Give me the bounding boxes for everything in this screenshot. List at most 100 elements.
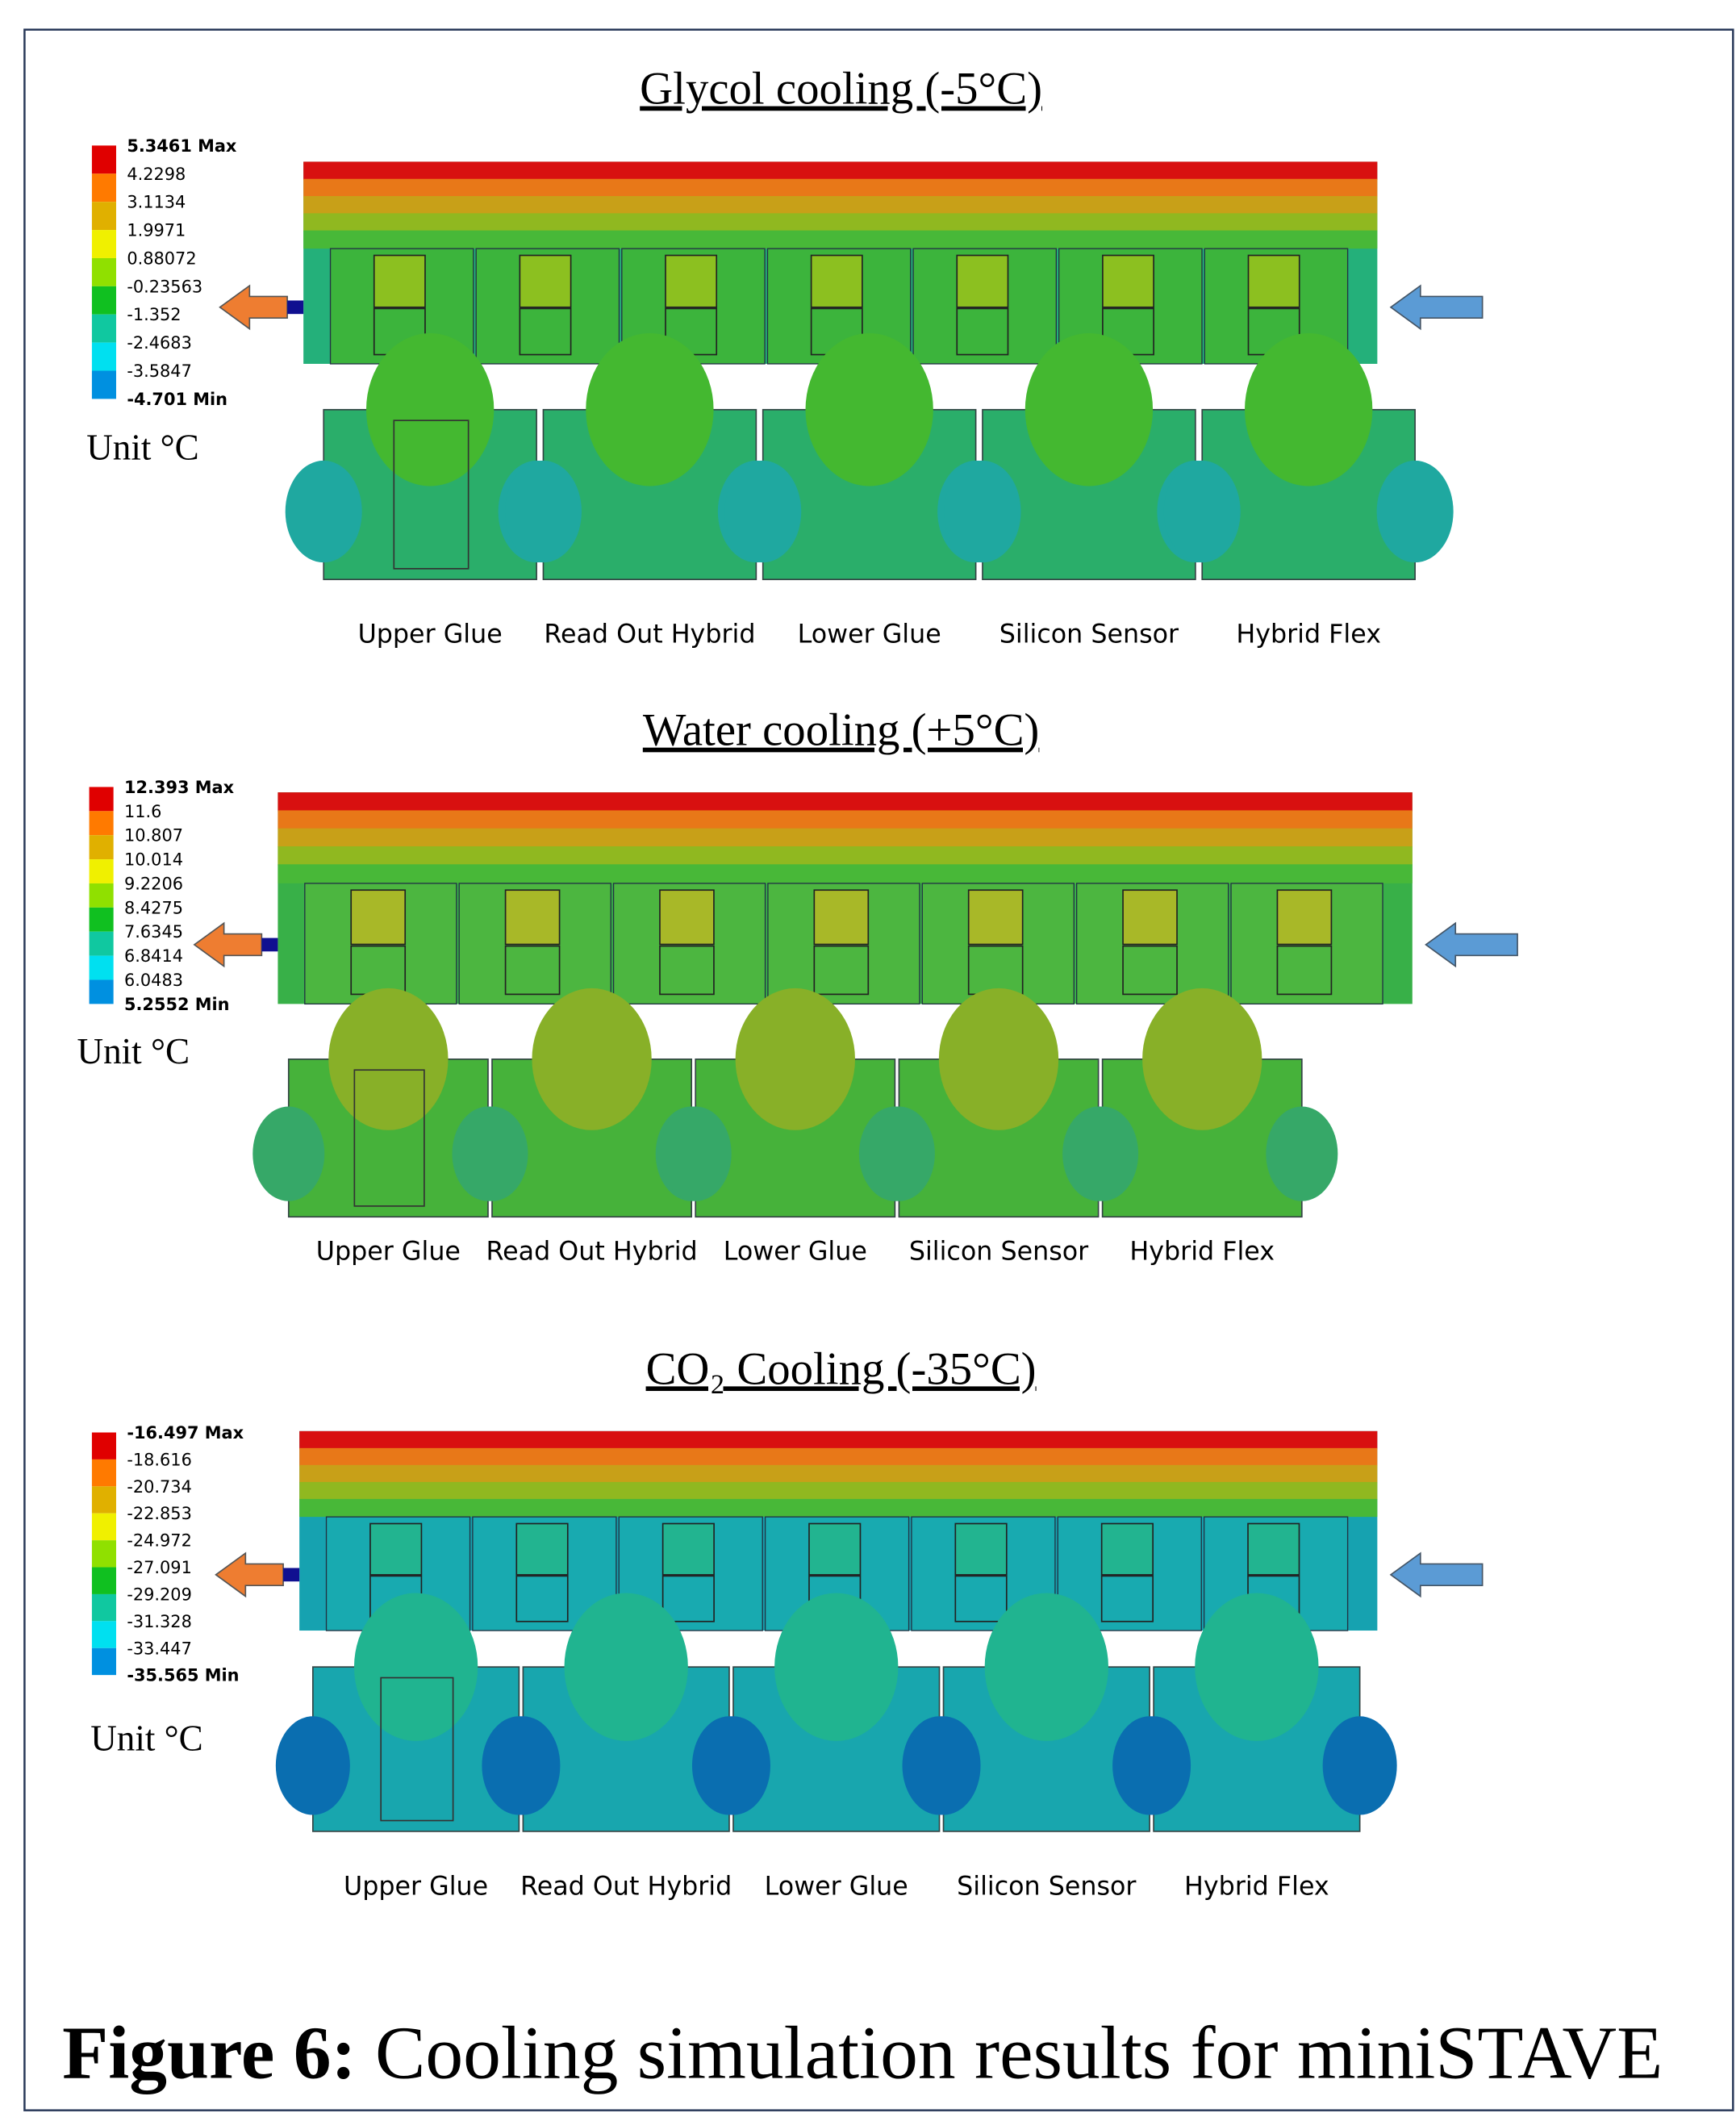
stave-band: [299, 1482, 1377, 1500]
legend-label: -2.4683: [127, 333, 192, 353]
panel-title: Water cooling (+5°C): [643, 705, 1040, 756]
stave-band: [278, 792, 1412, 812]
legend-swatch: [92, 1514, 116, 1540]
stave-band: [303, 231, 1377, 249]
part-map-zone: [660, 1106, 732, 1201]
chip: [957, 308, 1008, 354]
legend-label: 6.0483: [124, 971, 183, 990]
chip: [374, 256, 425, 307]
chip: [1102, 1576, 1153, 1621]
chip: [520, 256, 570, 307]
legend-label: -33.447: [127, 1639, 192, 1658]
legend-swatch: [92, 173, 116, 202]
part-map-zone: [276, 1716, 350, 1814]
legend-swatch: [92, 1621, 116, 1647]
chip: [1102, 1523, 1153, 1574]
chip: [506, 890, 560, 944]
legend-swatch: [92, 1433, 116, 1459]
part-map-zone: [565, 1593, 688, 1740]
legend-swatch: [92, 315, 116, 343]
legend-swatch: [90, 956, 114, 980]
legend-label: 5.3461 Max: [127, 136, 237, 156]
part-map-zone: [1195, 1593, 1318, 1740]
chip: [351, 890, 405, 944]
part-map-zone: [736, 988, 855, 1130]
chip: [351, 946, 405, 995]
legend-label: 5.2552 Min: [124, 995, 230, 1014]
legend-label: -35.565 Min: [127, 1666, 239, 1685]
stave-band: [303, 196, 1377, 215]
part-map-zone: [1377, 461, 1454, 562]
part-label: Lower Glue: [724, 1238, 867, 1267]
legend-label: 9.2206: [124, 874, 183, 893]
chip: [969, 890, 1023, 944]
stave-band: [299, 1499, 1377, 1517]
stave-band: [299, 1465, 1377, 1483]
stave-band: [278, 810, 1412, 829]
legend-swatch: [92, 1568, 116, 1594]
legend-label: 6.8414: [124, 946, 183, 966]
legend-swatch: [90, 787, 114, 811]
legend-swatch: [92, 1594, 116, 1621]
part-map-zone: [939, 988, 1058, 1130]
part-map-zone: [774, 1593, 898, 1740]
stave-band: [278, 864, 1412, 883]
part-label: Hybrid Flex: [1236, 620, 1381, 649]
chip: [969, 946, 1023, 995]
part-label: Upper Glue: [344, 1872, 488, 1901]
caption-label: Figure 6:: [62, 2012, 356, 2095]
chip: [660, 946, 714, 995]
legend-label: 10.807: [124, 826, 183, 846]
part-label: Lower Glue: [765, 1872, 908, 1901]
chip: [516, 1523, 567, 1574]
chip: [1249, 256, 1300, 307]
part-map-zone: [1116, 1716, 1191, 1814]
chip: [955, 1523, 1006, 1574]
legend-label: -24.972: [127, 1531, 192, 1551]
caption-text: Cooling simulation results for miniSTAVE: [357, 2012, 1663, 2095]
chip: [955, 1576, 1006, 1621]
legend-label: 7.6345: [124, 922, 183, 942]
legend-label: -29.209: [127, 1585, 192, 1604]
part-label: Lower Glue: [798, 620, 941, 649]
legend-swatch: [90, 908, 114, 932]
legend-swatch: [90, 932, 114, 956]
part-map-zone: [907, 1716, 981, 1814]
part-map-zone: [805, 333, 933, 486]
legend-label: -27.091: [127, 1558, 192, 1577]
legend-label: 8.4275: [124, 898, 183, 917]
legend-swatch: [92, 1648, 116, 1675]
chip: [506, 946, 560, 995]
legend-swatch: [90, 979, 114, 1004]
chip: [516, 1576, 567, 1621]
part-map-zone: [486, 1716, 560, 1814]
stave-band: [303, 213, 1377, 232]
part-label: Read Out Hybrid: [544, 620, 755, 649]
legend-label: 12.393 Max: [124, 778, 235, 797]
chip: [520, 308, 570, 354]
part-map-zone: [1025, 333, 1153, 486]
legend-swatch: [92, 1459, 116, 1486]
part-map-zone: [1066, 1106, 1138, 1201]
legend-swatch: [90, 811, 114, 835]
legend-swatch: [90, 835, 114, 859]
part-map-zone: [944, 461, 1020, 562]
part-map-zone: [354, 1593, 478, 1740]
legend-label: -4.701 Min: [127, 390, 227, 409]
legend-swatch: [92, 258, 116, 286]
legend-swatch: [92, 202, 116, 230]
legend-swatch: [92, 1486, 116, 1513]
legend-label: -0.23563: [127, 277, 202, 296]
chip: [1248, 1523, 1299, 1574]
stave-band: [303, 161, 1377, 180]
part-map-zone: [1164, 461, 1241, 562]
part-map-zone: [1266, 1106, 1337, 1201]
part-map-zone: [366, 333, 494, 486]
part-map-zone: [724, 461, 801, 562]
legend-label: -20.734: [127, 1477, 192, 1497]
part-map-zone: [456, 1106, 528, 1201]
legend-swatch: [90, 883, 114, 908]
part-map-zone: [1323, 1716, 1397, 1814]
part-label: Hybrid Flex: [1184, 1872, 1329, 1901]
panel-title: CO₂ Cooling (-35°C): [646, 1343, 1037, 1394]
